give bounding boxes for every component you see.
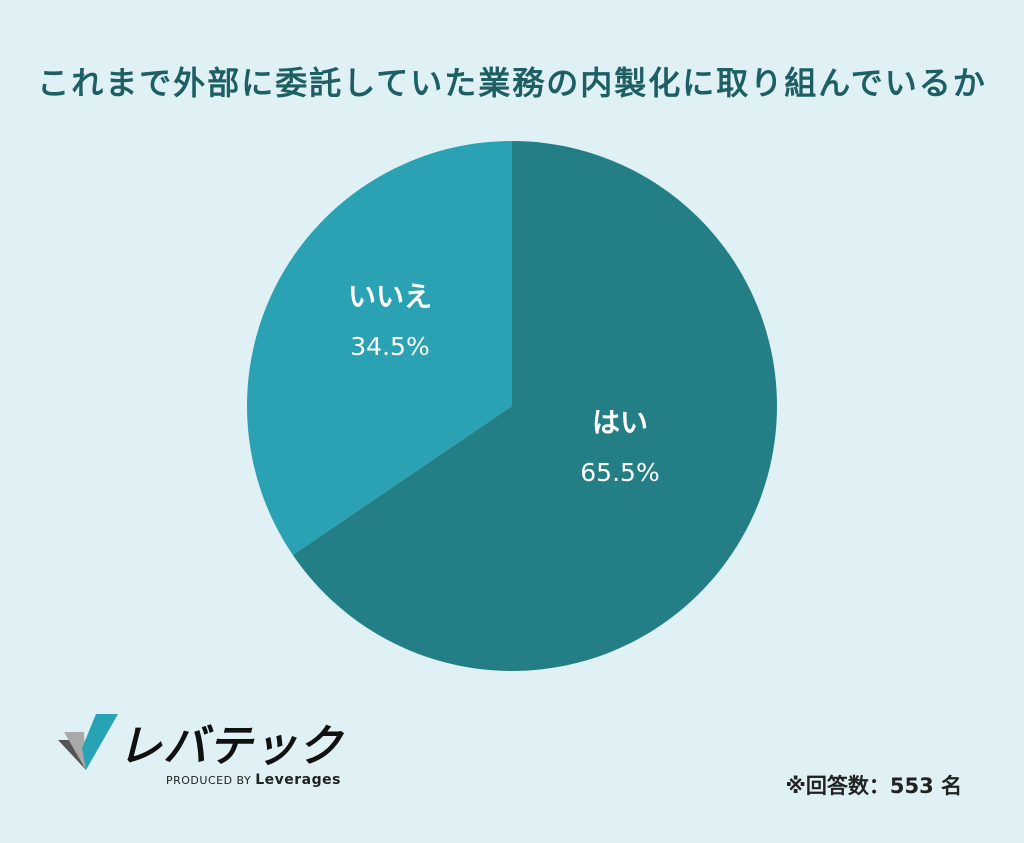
pie-slice-no <box>246 141 512 555</box>
logo-produced-by-brand: Leverages <box>255 772 341 788</box>
logo-produced-by-prefix: PRODUCED BY <box>166 774 252 787</box>
pie-slice-yes <box>292 141 777 671</box>
logo-name: レバテック <box>118 721 343 772</box>
slice-value-yes: 65.5% <box>580 458 659 487</box>
respondent-count: ※回答数：553 名 <box>785 774 962 798</box>
logo-produced-by: PRODUCED BY Leverages <box>166 772 341 788</box>
levtech-logo: レバテック PRODUCED BY Leverages <box>56 710 346 790</box>
slice-label-no: いいえ <box>348 280 432 313</box>
slice-label-yes: はい <box>592 406 648 439</box>
levtech-logo-mark-icon <box>58 714 118 770</box>
chart-title: これまで外部に委託していた業務の内製化に取り組んでいるか <box>37 64 987 102</box>
slice-value-no: 34.5% <box>350 332 429 361</box>
